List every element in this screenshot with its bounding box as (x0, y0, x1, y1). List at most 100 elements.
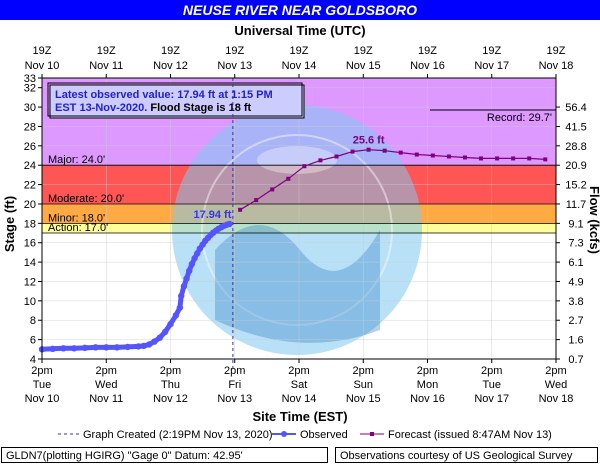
forecast-point (334, 154, 339, 159)
flow-tick-label: 56.4 (565, 102, 586, 114)
legend-observed-marker (281, 431, 287, 437)
forecast-point (527, 156, 532, 161)
stage-tick-label: 4 (30, 354, 36, 366)
forecast-point (270, 187, 275, 192)
forecast-point (366, 147, 371, 152)
band-label-major: Major: 24.0' (48, 154, 105, 166)
flow-tick-label: 1.6 (568, 335, 583, 347)
forecast-point (254, 198, 259, 203)
flow-tick-label: 4.9 (568, 276, 583, 288)
utc-tick-hour: 19Z (161, 45, 180, 57)
band-label-moderate: Moderate: 20.0' (48, 193, 124, 205)
utc-tick-date: Nov 11 (89, 60, 123, 72)
utc-tick-date: Nov 12 (153, 60, 188, 72)
local-tick-day: Tue (482, 379, 501, 391)
forecast-point (414, 152, 419, 157)
forecast-point (350, 149, 355, 154)
utc-tick-date: Nov 15 (346, 60, 381, 72)
record-label: Record: 29.7' (487, 112, 552, 124)
local-tick-day: Sat (291, 379, 308, 391)
observed-point (151, 338, 158, 345)
utc-tick-date: Nov 18 (539, 60, 574, 72)
stage-tick-label: 16 (24, 238, 36, 250)
observed-point (167, 320, 174, 328)
flood-stage-text: Flood Stage is 18 ft (150, 102, 251, 114)
band-label-action: Action: 17.0' (48, 222, 108, 234)
local-tick-time: 2pm (481, 365, 502, 377)
local-tick-day: Thu (161, 379, 180, 391)
observed-point (191, 255, 198, 262)
stage-tick-label: 33 (24, 73, 36, 85)
latest-observed-line1: Latest observed value: 17.94 ft at 1:15 … (55, 89, 273, 101)
forecast-peak-label: 25.6 ft (353, 135, 385, 147)
utc-tick-hour: 19Z (33, 45, 52, 57)
local-tick-time: 2pm (417, 365, 438, 377)
stage-tick-label: 8 (30, 315, 36, 327)
latest-observed-date: EST 13-Nov-2020. (55, 102, 150, 114)
forecast-point (462, 155, 467, 160)
latest-observed-line2: EST 13-Nov-2020. Flood Stage is 18 ft (55, 102, 252, 114)
local-tick-date: Nov 11 (89, 393, 123, 405)
observed-point (178, 292, 185, 300)
observed-point (186, 267, 193, 275)
forecast-point (382, 148, 387, 153)
forecast-point (543, 157, 548, 162)
observed-peak-label: 17.94 ft (193, 209, 231, 221)
local-tick-date: Nov 15 (346, 393, 381, 405)
utc-axis: 19Z Nov 10 19Z Nov 11 19Z Nov 12 19Z Nov 13 19Z N… (25, 45, 574, 78)
source-footer: Observations courtesy of US Geological S… (335, 447, 598, 463)
flow-tick-label: 0.7 (568, 354, 583, 366)
utc-tick-hour: 19Z (418, 45, 437, 57)
stage-tick-label: 30 (24, 102, 36, 114)
observed-point (194, 250, 201, 257)
utc-tick-hour: 19Z (225, 45, 244, 57)
local-tick-time: 2pm (545, 365, 566, 377)
title-bar (0, 0, 600, 20)
observed-point (172, 312, 180, 319)
local-tick-date: Nov 10 (25, 393, 60, 405)
site-time-axis-title: Site Time (EST) (252, 409, 347, 424)
legend-created-label: Graph Created (2:19PM Nov 13, 2020) (83, 429, 273, 441)
local-tick-day: Sun (353, 379, 373, 391)
observed-point (176, 304, 184, 311)
legend-observed-label: Observed (300, 429, 348, 441)
local-tick-date: Nov 18 (539, 393, 574, 405)
utc-tick-date: Nov 14 (282, 60, 317, 72)
utc-tick-date: Nov 10 (25, 60, 60, 72)
forecast-point (302, 164, 307, 169)
series-line-forecast (239, 149, 546, 211)
stage-tick-label: 6 (30, 335, 36, 347)
stage-tick-label: 28 (24, 121, 36, 133)
stage-tick-label: 18 (24, 218, 36, 230)
observed-point (226, 220, 233, 228)
forecast-point (398, 150, 403, 155)
utc-tick-hour: 19Z (354, 45, 373, 57)
stage-tick-label: 26 (24, 141, 36, 153)
utc-tick-hour: 19Z (547, 45, 566, 57)
page-title: NEUSE RIVER NEAR GOLDSBORO (183, 2, 417, 18)
stage-tick-label: 14 (24, 257, 36, 269)
grid-lines (42, 78, 556, 359)
forecast-point (511, 156, 516, 161)
local-tick-date: Nov 13 (217, 393, 252, 405)
observed-point (113, 344, 121, 351)
local-tick-date: Nov 12 (153, 393, 188, 405)
flow-tick-label: 41.5 (565, 121, 586, 133)
forecast-point (446, 154, 451, 159)
local-tick-day: Tue (33, 379, 52, 391)
local-tick-day: Wed (95, 379, 117, 391)
stage-tick-label: 20 (24, 199, 36, 211)
legend: Graph Created (2:19PM Nov 13, 2020) Obse… (58, 429, 552, 441)
forecast-point (430, 153, 435, 158)
flow-tick-label: 9.1 (568, 218, 583, 230)
stage-axis-title: Stage (ft) (2, 196, 17, 252)
flow-axis: 0.7 1.6 2.7 3.8 4.9 6.1 7.3 9.1 11.7 15.2 20.9 28.8… (556, 102, 587, 366)
observed-point (81, 344, 89, 352)
local-tick-time: 2pm (353, 365, 374, 377)
flow-axis-title: Flow (kcfs) (587, 186, 600, 254)
local-tick-time: 2pm (224, 365, 245, 377)
observed-point (161, 328, 169, 336)
band-label-minor: Minor: 18.0' (48, 212, 105, 224)
observed-point (70, 345, 78, 352)
